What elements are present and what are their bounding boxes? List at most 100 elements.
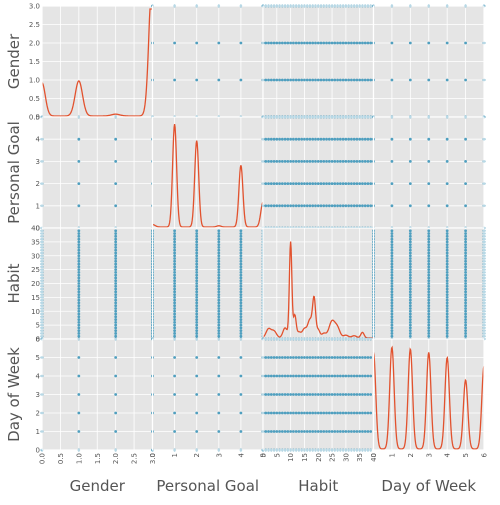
scatter-point [355,160,359,163]
scatter-point [390,248,394,252]
scatter-point [333,160,337,163]
scatter-point [239,259,243,263]
scatter-point [427,312,431,316]
scatter-point [330,356,334,359]
scatter-point [464,262,467,266]
scatter-point [308,204,312,208]
scatter-point [327,356,331,359]
scatter-point [390,309,394,313]
scatter-point [322,137,326,141]
scatter-point [464,290,467,294]
x-tick-label: 4 [237,452,245,457]
scatter-point [217,279,221,283]
scatter-point [390,332,394,335]
scatter-point [173,268,177,272]
scatter-point [195,243,199,247]
scatter-point [294,374,298,378]
kde-line-day-of-week [372,345,485,450]
scatter-point [333,393,337,396]
scatter-point [316,41,320,45]
scatter-point [195,315,199,319]
cell-habit-vs-habit [262,227,375,340]
scatter-point [366,204,370,208]
scatter-point [464,309,467,313]
scatter-point [239,332,243,335]
x-tick-label: 5 [462,453,470,457]
scatter-point [358,137,362,141]
scatter-point [352,430,356,433]
scatter-point [369,160,373,163]
scatter-point [350,374,353,378]
scatter-point [445,284,449,288]
scatter-point [286,393,290,396]
scatter-point [341,78,345,82]
scatter-point [239,295,243,299]
scatter-point [308,78,312,82]
scatter-point [289,182,293,186]
scatter-point [319,78,323,82]
scatter-point [322,430,326,433]
scatter-point [217,356,221,359]
scatter-point [341,356,345,359]
scatter-point [355,41,359,45]
scatter-point [239,234,243,238]
scatter-point [239,276,243,280]
scatter-point [366,41,370,45]
scatter-point [264,160,268,163]
scatter-point [319,41,323,45]
scatter-point [427,265,431,269]
y-tick-label: 2.5 [29,21,40,29]
scatter-point [408,312,412,316]
scatter-point [114,268,118,272]
scatter-point [363,160,367,163]
scatter-point [114,284,118,288]
scatter-point [114,276,118,280]
scatter-point [327,41,331,45]
scatter-point [173,298,177,302]
scatter-point [195,259,199,263]
scatter-point [408,265,412,269]
scatter-point [350,78,353,82]
x-tick-label: 35 [356,453,364,462]
scatter-point [358,41,362,45]
scatter-point [195,287,199,291]
scatter-point [369,411,373,415]
scatter-point [350,204,353,208]
scatter-point [308,411,312,415]
scatter-point [114,254,118,258]
y-tick-label: 0 [36,447,40,455]
scatter-point [297,41,301,45]
scatter-point [173,279,177,283]
scatter-point [239,318,243,321]
scatter-point [283,204,287,208]
x-tick-label: 5 [273,453,281,457]
scatter-point [173,290,177,294]
scatter-point [445,320,449,324]
scatter-point [363,78,367,82]
scatter-point [408,204,412,208]
scatter-point [173,276,177,280]
scatter-point [427,329,431,333]
y-axis-label-personal-goal: Personal Goal [5,121,23,224]
scatter-point [303,374,306,378]
scatter-point [319,137,323,141]
scatter-point [114,315,118,319]
scatter-point [408,229,412,233]
scatter-point [408,290,412,294]
scatter-point [347,374,351,378]
scatter-point [427,318,431,321]
scatter-point [267,430,270,433]
scatter-point [464,204,467,208]
scatter-point [173,326,177,330]
scatter-point [325,411,328,415]
scatter-point [390,323,394,327]
scatter-point [114,334,118,338]
scatter-point [464,78,467,82]
scatter-point [77,271,81,274]
scatter-point [347,411,351,415]
scatter-point [445,323,449,327]
scatter-point [305,41,309,45]
scatter-point [283,160,287,163]
scatter-point [327,374,331,378]
scatter-point [280,430,284,433]
